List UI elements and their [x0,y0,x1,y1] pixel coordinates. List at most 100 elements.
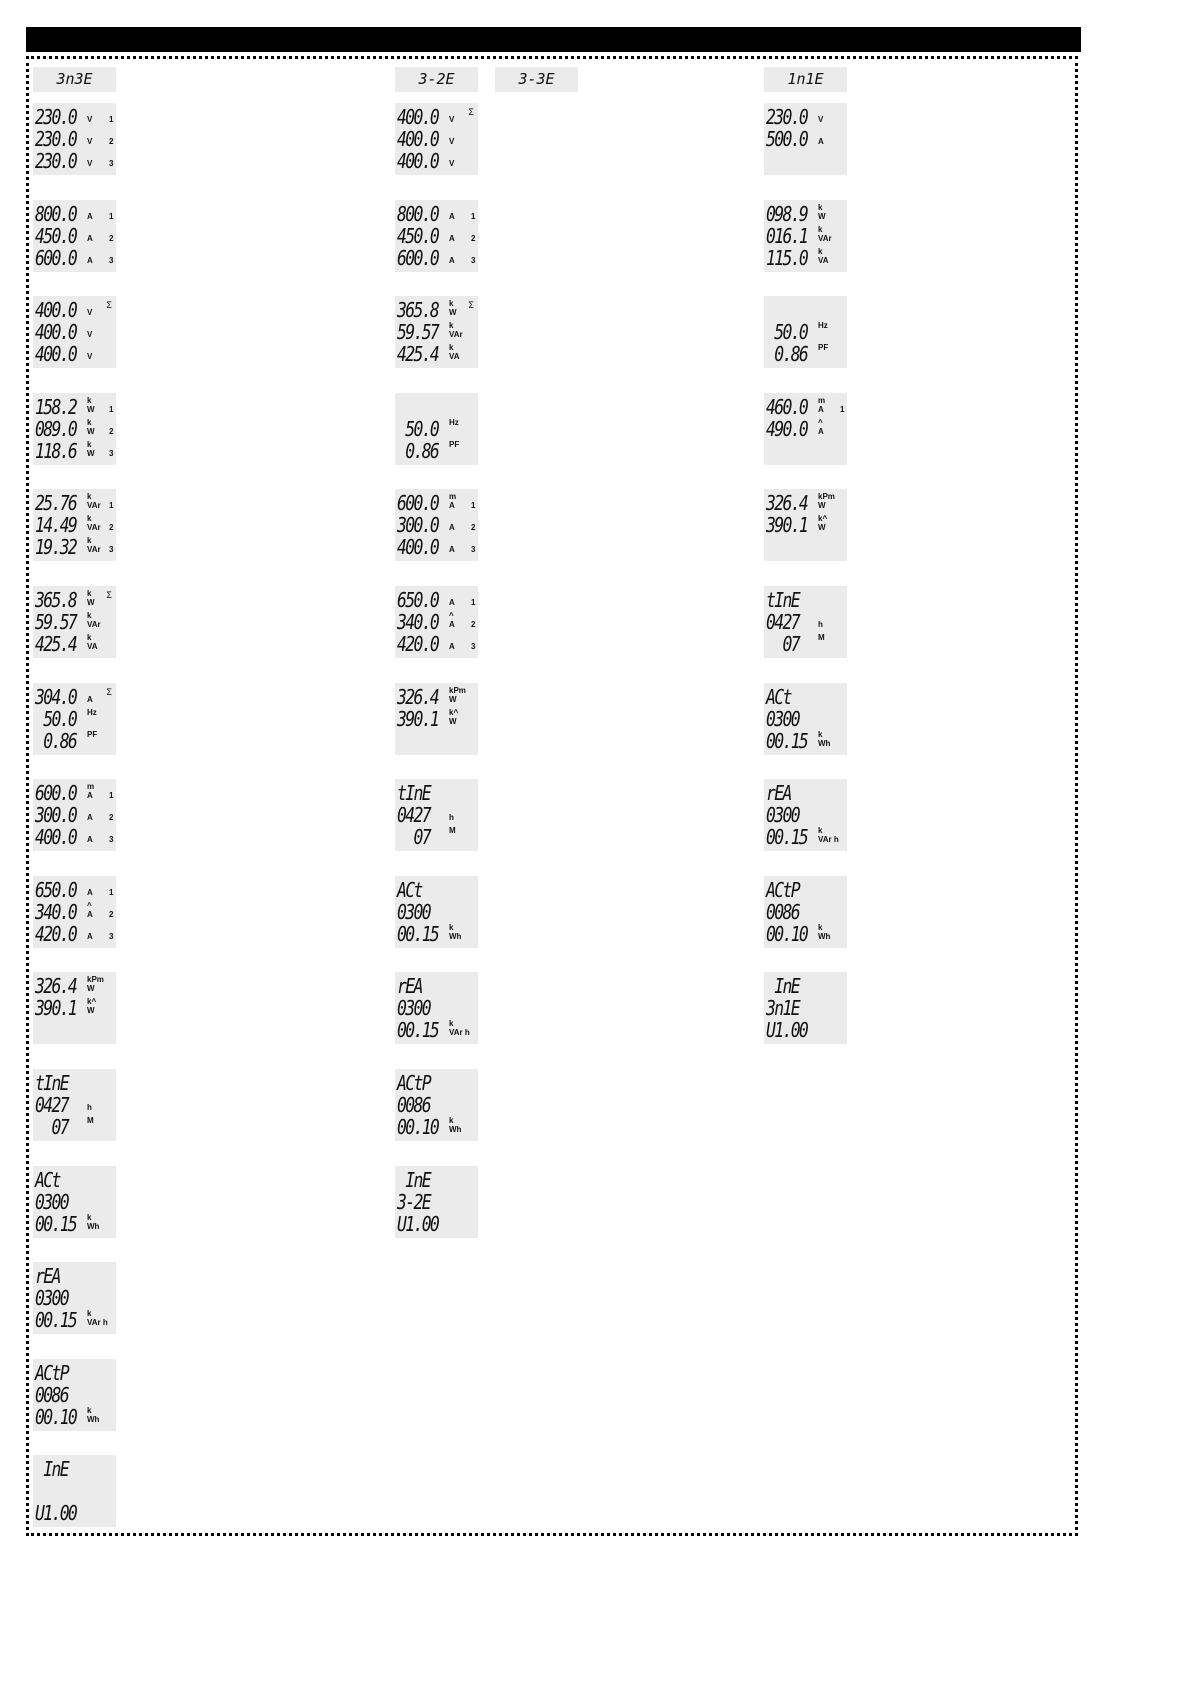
lcd-value: 365.8 [397,298,440,323]
lcd-value: 3n1E [766,996,801,1021]
lcd-value: 300.0 [397,513,440,538]
lcd-line: 115.0 k VA [766,247,846,269]
lcd-value: 0300 [766,706,801,731]
lcd-value: 400.0 [35,320,78,345]
phase-indicator: 2 [471,620,476,629]
phase-indicator: 2 [109,233,114,243]
lcd-line: 400.0 V [397,128,477,150]
lcd-panel: ACt 0300 00.15 k Wh [395,875,478,948]
lcd-value: 00.15 [766,825,809,850]
lcd-value: 600.0 [397,245,440,270]
lcd-panel: Σ 400.0 V 400.0 V 400.0 V [33,296,116,369]
lcd-line: 340.0 ^ A 2 [35,901,115,923]
lcd-value: 420.0 [397,632,440,656]
phase-indicator: 2 [471,523,476,533]
lcd-panel: 326.4 kPm W 390.1 k^ W [395,682,478,755]
lcd-value: ACt [397,877,423,902]
lcd-line: tInE [766,589,846,611]
lcd-panel: tInE 0427 h 07 M [395,779,478,852]
unit-prefix: ^ [449,611,454,620]
unit-prefix: Hz [87,707,97,717]
lcd-line: 0300 [35,1287,115,1309]
lcd-line: 800.0 A 1 [35,203,115,225]
lcd-line: 365.8 k W [35,589,115,611]
lcd-line: 0300 [766,708,846,730]
unit-prefix: k [818,922,823,932]
lcd-line: rEA [766,782,846,804]
lcd-line: InE [766,975,846,997]
unit-label: A [87,813,93,823]
lcd-value: 0.86 [35,728,78,753]
lcd-value: 07 [766,632,800,656]
lcd-line: 50.0 Hz [35,708,115,730]
unit-label: A [449,233,455,243]
lcd-panel: ACt 0300 00.15 k Wh [764,682,847,755]
lcd-line: 400.0 V [397,150,477,172]
lcd-line: 304.0 A [35,686,115,708]
unit-prefix: k [449,1116,454,1125]
lcd-line: 07 M [766,633,846,655]
lcd-line: 0086 [397,1094,477,1116]
phase-indicator: 1 [109,211,114,221]
unit-label: Wh [818,931,831,941]
lcd-line: InE [397,1169,477,1191]
lcd-value: 098.9 [766,201,809,226]
unit-label: VAr h [818,835,839,845]
sigma-indicator: Σ [106,300,112,311]
unit-label: W [87,404,95,414]
unit-label: A [449,523,455,533]
lcd-value: 50.0 [766,320,809,345]
lcd-value: ACtP [766,877,801,902]
lcd-line: 0427 h [397,804,477,826]
unit-prefix: M [449,826,456,836]
lcd-panel: 800.0 A 1 450.0 A 2 600.0 A 3 [33,199,116,272]
lcd-value: 650.0 [397,588,440,612]
lcd-value: 600.0 [397,491,440,516]
lcd-line: 0.86 PF [35,730,115,752]
lcd-panel: Σ 365.8 k W 59.57 k VAr 425.4 k VA [395,296,478,369]
lcd-value: 0427 [766,610,801,634]
phase-indicator: 1 [471,501,476,511]
lcd-line: 390.1 k^ W [35,997,115,1019]
lcd-value: 800.0 [397,201,440,226]
lcd-line: ACt [35,1169,115,1191]
lcd-value: 089.0 [35,416,78,441]
lcd-value: 0086 [35,1382,70,1407]
lcd-value: 0086 [397,1093,432,1117]
unit-label: V [449,137,455,146]
lcd-value: 600.0 [35,781,78,806]
lcd-value: 19.32 [35,535,78,560]
lcd-value: 420.0 [35,921,78,946]
unit-prefix: k [449,922,454,932]
lcd-panel: 600.0 m A 1 300.0 A 2 400.0 A 3 [395,489,478,562]
lcd-line: 326.4 kPm W [35,975,115,997]
unit-label: V [87,115,93,124]
lcd-value: 00.15 [35,1211,78,1236]
phase-indicator: 1 [109,887,114,897]
unit-prefix: Hz [449,417,459,427]
lcd-value: U1.00 [766,1018,809,1043]
lcd-panel: 098.9 k W 016.1 k VAr 115.0 k VA [764,199,847,272]
unit-label: W [87,448,95,458]
lcd-line: 600.0 m A 1 [397,492,477,514]
lcd-line: 450.0 A 2 [397,225,477,247]
lcd-line: 400.0 A 3 [397,536,477,558]
lcd-line: 800.0 A 1 [397,203,477,225]
lcd-value: 400.0 [397,127,440,151]
lcd-line: 425.4 k VA [397,343,477,365]
lcd-value: 0086 [766,899,801,924]
lcd-line: 500.0 A [766,128,846,150]
lcd-panel: 326.4 kPm W 390.1 k^ W [33,972,116,1045]
lcd-value: rEA [397,974,423,999]
phase-indicator: 2 [109,426,114,436]
lcd-value: 0.86 [766,342,809,367]
unit-label: A [818,137,824,146]
unit-prefix: Hz [818,321,828,331]
lcd-panel: 25.76 k VAr 1 14.49 k VAr 2 19.32 k VAr 3 [33,489,116,562]
lcd-line: 3-2E [397,1191,477,1213]
lcd-panel: 326.4 kPm W 390.1 k^ W [764,489,847,562]
sigma-indicator: Σ [468,107,474,117]
lcd-line: 400.0 V [35,321,115,343]
lcd-value: 3-2E [397,1189,432,1214]
lcd-line: 600.0 A 3 [35,247,115,269]
